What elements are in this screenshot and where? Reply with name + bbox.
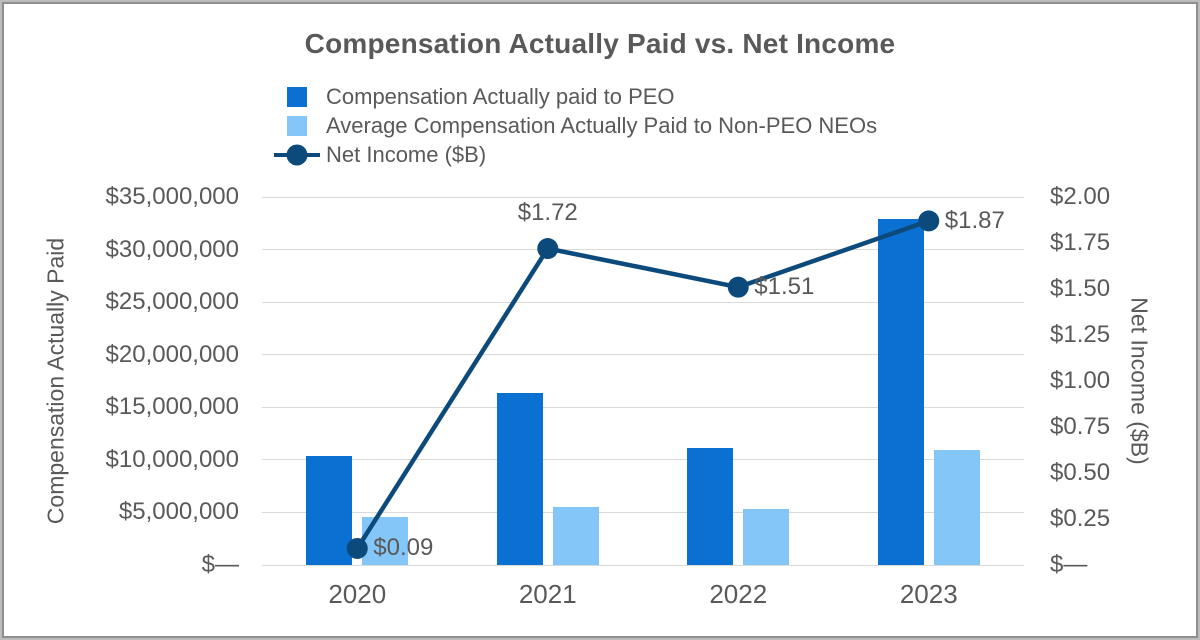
right-axis-tick-label: $1.00 <box>1050 367 1111 394</box>
right-axis-tick-label: $0.50 <box>1050 459 1111 486</box>
x-axis-label: 2023 <box>899 579 958 609</box>
legend-item-net-income: Net Income ($B) <box>274 140 877 169</box>
bar-non-peo <box>933 450 980 565</box>
legend-label-non-peo: Average Compensation Actually Paid to No… <box>326 112 878 138</box>
net-income-data-label: $1.72 <box>517 198 578 226</box>
gridline <box>262 196 1024 198</box>
chart-title: Compensation Actually Paid vs. Net Incom… <box>304 28 896 59</box>
legend-label-net-income: Net Income ($B) <box>326 141 487 167</box>
net-income-marker-swatch-dot <box>286 144 308 165</box>
x-axis-label: 2021 <box>518 579 577 609</box>
net-income-data-label: $1.51 <box>754 273 815 301</box>
legend-label-peo: Compensation Actually paid to PEO <box>326 83 675 109</box>
non-peo-series-swatch <box>287 115 307 136</box>
left-axis-tick-label: $30,000,000 <box>105 235 239 263</box>
left-axis-tick-label: $35,000,000 <box>105 183 239 210</box>
left-axis-tick-label: $20,000,000 <box>105 340 239 368</box>
right-axis-tick-label: $— <box>1050 551 1088 578</box>
bar-non-peo <box>743 509 790 565</box>
left-axis-tick-label: $5,000,000 <box>118 498 239 526</box>
net-income-line <box>355 218 930 550</box>
bar-non-peo <box>552 507 599 565</box>
right-axis-tick-label: $2.00 <box>1050 183 1111 210</box>
gridline <box>262 564 1024 566</box>
right-axis-tick-label: $0.75 <box>1050 413 1111 440</box>
left-axis-tick-label: $10,000,000 <box>105 445 239 473</box>
net-income-marker <box>727 276 749 298</box>
legend-item-peo: Compensation Actually paid to PEO <box>274 82 877 111</box>
net-income-data-label: $0.09 <box>373 534 434 562</box>
x-axis-label: 2022 <box>709 579 768 609</box>
bar-peo <box>877 219 924 565</box>
legend-item-non-peo: Average Compensation Actually Paid to No… <box>274 111 877 140</box>
right-axis-tick-label: $1.50 <box>1050 275 1111 302</box>
left-axis-tick-label: $15,000,000 <box>105 393 239 421</box>
right-axis-tick-label: $1.75 <box>1050 229 1111 256</box>
x-axis-label: 2020 <box>328 579 387 609</box>
right-axis-tick-label: $0.25 <box>1050 505 1111 532</box>
net-income-series-swatch <box>274 144 320 165</box>
legend: Compensation Actually paid to PEO Averag… <box>274 82 877 169</box>
bar-peo <box>687 448 734 565</box>
net-income-data-label: $1.87 <box>944 206 1005 234</box>
left-axis-tick-label: $25,000,000 <box>105 288 239 316</box>
left-axis-tick-label: $— <box>201 551 239 578</box>
bar-peo <box>306 455 353 565</box>
right-axis-tick-label: $1.25 <box>1050 321 1111 348</box>
bar-peo <box>496 392 543 565</box>
peo-series-swatch <box>287 86 307 107</box>
